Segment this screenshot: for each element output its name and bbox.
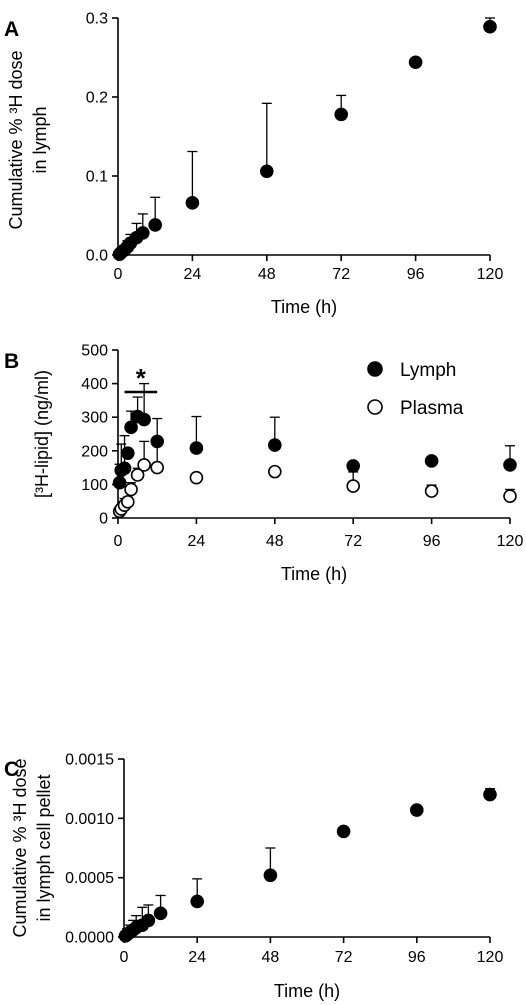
- x-tick-label: 72: [332, 266, 350, 283]
- data-point-filled: [141, 913, 156, 928]
- x-tick-label: 48: [258, 266, 276, 283]
- x-tick-label: 0: [114, 266, 123, 283]
- data-point-filled: [336, 824, 351, 839]
- y-axis-title: Cumulative % ³H dose: [6, 50, 26, 229]
- x-tick-label: 24: [184, 266, 202, 283]
- data-point-filled: [346, 459, 361, 473]
- x-tick-label: 120: [477, 266, 504, 283]
- x-axis-title: Time (h): [274, 981, 340, 1001]
- data-point-filled: [408, 55, 423, 70]
- data-point-filled: [153, 906, 168, 921]
- data-point-open: [121, 495, 135, 509]
- data-point-filled: [483, 787, 497, 802]
- y-tick-label: 0.0: [86, 248, 108, 265]
- legend-marker-open: [367, 399, 383, 415]
- y-tick-label: 0: [99, 511, 108, 528]
- legend-marker-filled: [367, 361, 383, 377]
- data-point-filled: [190, 894, 204, 909]
- panel-b: B 0 24 48 72 96 120 0 100 200 300 400 500 Time (h) [³H…: [4, 343, 523, 585]
- y-axis-title: in lymph cell pellet: [34, 774, 54, 921]
- x-tick-label: 24: [188, 533, 206, 550]
- x-tick-label: 96: [408, 949, 426, 966]
- data-point-open: [124, 482, 138, 497]
- x-axis-title: Time (h): [271, 297, 337, 317]
- panel-letter: B: [4, 350, 19, 373]
- y-tick-label: 0.3: [86, 11, 108, 28]
- panel-letter: A: [4, 18, 19, 41]
- y-tick-label: 0.2: [86, 90, 108, 107]
- data-point-filled: [189, 441, 204, 455]
- data-point-filled: [137, 412, 151, 427]
- data-point-filled: [259, 164, 274, 179]
- data-point-filled: [112, 475, 127, 490]
- x-axis-title: Time (h): [281, 564, 347, 584]
- data-point-filled: [483, 19, 497, 34]
- x-tick-label: 0: [120, 949, 129, 966]
- x-tick-label: 0: [114, 533, 123, 550]
- data-point-filled: [136, 226, 150, 240]
- x-tick-label: 24: [188, 949, 206, 966]
- y-tick-label: 0.0000: [65, 930, 114, 947]
- x-tick-label: 48: [266, 533, 284, 550]
- y-axis-title: in lymph: [30, 106, 50, 173]
- x-tick-label: 120: [497, 533, 524, 550]
- data-point-filled: [117, 461, 132, 476]
- panel-a: A 0 24 48 72 96 120 0.0 0.1 0.2 0.3 Time (h) Cumulat…: [4, 11, 503, 318]
- data-point-filled: [424, 454, 439, 468]
- y-tick-label: 100: [81, 477, 108, 494]
- data-point-open: [150, 460, 164, 475]
- x-tick-label: 72: [335, 949, 353, 966]
- data-point-filled: [185, 196, 200, 210]
- data-point-filled: [124, 420, 138, 435]
- data-point-filled: [263, 868, 278, 883]
- panel-c: C 0 24 48 72 96 120 0.0000 0.0005 0.0010 0.0015 Tim…: [4, 752, 503, 1002]
- data-point-filled: [334, 107, 349, 122]
- y-tick-label: 0.0015: [65, 752, 114, 769]
- y-tick-label: 400: [81, 376, 108, 393]
- y-tick-label: 0.0005: [65, 870, 114, 887]
- data-point-open: [130, 468, 145, 482]
- data-point-open: [189, 470, 204, 485]
- x-tick-label: 120: [477, 949, 504, 966]
- data-point-filled: [409, 803, 424, 817]
- data-point-open: [346, 479, 361, 493]
- panel-letter: C: [4, 758, 19, 781]
- data-point-open: [267, 464, 282, 479]
- data-point-filled: [503, 458, 517, 472]
- y-axis-title: [³H-lipid] (ng/ml): [32, 370, 52, 498]
- x-tick-label: 96: [407, 266, 425, 283]
- y-axis-title: Cumulative % ³H dose: [10, 758, 30, 937]
- x-tick-label: 48: [262, 949, 280, 966]
- x-tick-label: 72: [344, 533, 362, 550]
- x-tick-label: 96: [423, 533, 441, 550]
- y-tick-label: 0.0010: [65, 811, 114, 828]
- y-tick-label: 300: [81, 410, 108, 427]
- data-point-open: [424, 484, 439, 498]
- data-point-filled: [148, 218, 162, 232]
- data-point-filled: [150, 434, 164, 449]
- significance-star: *: [136, 363, 147, 393]
- legend-label: Plasma: [400, 398, 464, 419]
- data-point-open: [503, 489, 517, 503]
- data-point-filled: [121, 446, 135, 460]
- legend-label: Lymph: [400, 360, 456, 381]
- y-tick-label: 0.1: [86, 169, 108, 186]
- data-point-filled: [267, 438, 282, 452]
- y-tick-label: 500: [81, 343, 108, 360]
- y-tick-label: 200: [81, 443, 108, 460]
- data-point-open: [137, 458, 151, 472]
